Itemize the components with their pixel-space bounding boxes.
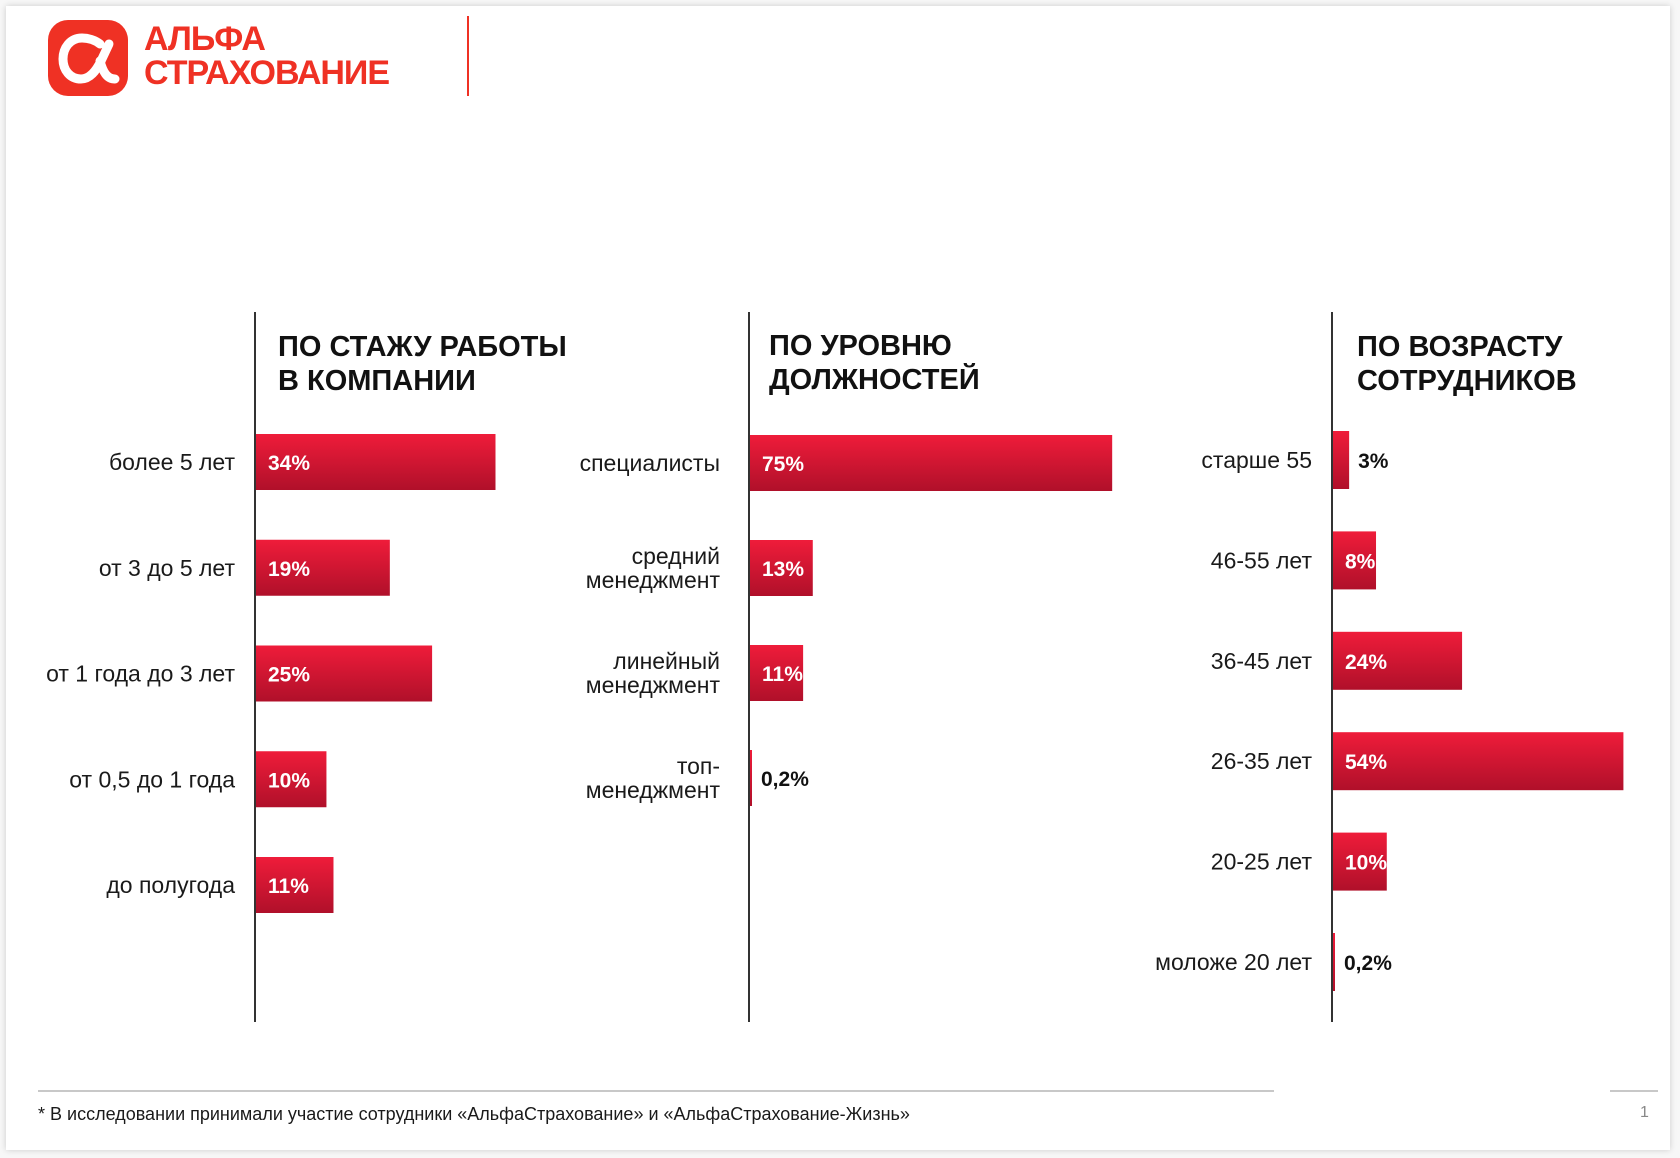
- category-label: старше 55: [1201, 447, 1312, 473]
- bar: [750, 750, 752, 806]
- bar: [1333, 631, 1463, 690]
- category-label: средний менеджмент: [586, 543, 721, 593]
- header-divider: [467, 16, 469, 96]
- bar: [1333, 531, 1377, 590]
- bar: [1333, 832, 1387, 891]
- category-label: 20-25 лет: [1211, 849, 1313, 875]
- bar: [750, 540, 813, 596]
- chart-panel-3: ПО ВОЗРАСТУ СОТРУДНИКОВ старше 55 3% 46-55 л…: [1155, 312, 1624, 1022]
- chart-title: ПО УРОВНЮ ДОЛЖНОСТЕЙ: [769, 330, 980, 396]
- value-label: 0,2%: [1344, 952, 1392, 975]
- category-label: линейный менеджмент: [586, 648, 721, 698]
- value-label: 11%: [762, 663, 803, 686]
- bar: [750, 435, 1113, 491]
- bar: [256, 434, 496, 490]
- value-label: 8%: [1345, 550, 1376, 573]
- value-label: 24%: [1345, 651, 1387, 674]
- value-label: 10%: [268, 769, 310, 792]
- category-label: от 0,5 до 1 года: [69, 766, 235, 792]
- page-number-divider: [1610, 1090, 1658, 1092]
- value-label: 13%: [762, 558, 804, 581]
- category-label: 26-35 лет: [1211, 748, 1313, 774]
- bar: [1333, 933, 1335, 991]
- category-label: 36-45 лет: [1211, 648, 1313, 674]
- value-label: 3%: [1358, 450, 1389, 473]
- value-label: 10%: [1345, 852, 1387, 875]
- category-label: специалисты: [580, 450, 720, 476]
- category-label: от 1 года до 3 лет: [46, 661, 235, 687]
- category-label: более 5 лет: [109, 449, 235, 475]
- value-label: 0,2%: [761, 768, 809, 791]
- value-label: 75%: [762, 453, 804, 476]
- category-label: топ-менеджмент: [586, 753, 721, 803]
- category-label: 46-55 лет: [1211, 547, 1313, 573]
- bar: [256, 645, 433, 702]
- logo-text-line-2: СТРАХОВАНИЕ: [144, 54, 390, 92]
- bar: [750, 645, 804, 701]
- chart-title: ПО СТАЖУ РАБОТЫ В КОМПАНИИ: [278, 331, 567, 397]
- footnote: * В исследовании принимали участие сотру…: [38, 1104, 910, 1124]
- logo-text-line-1: АЛЬФА: [144, 20, 266, 58]
- bar: [1333, 431, 1350, 489]
- chart-title: ПО ВОЗРАСТУ СОТРУДНИКОВ: [1357, 331, 1577, 397]
- value-label: 54%: [1345, 751, 1387, 774]
- bar: [256, 751, 327, 808]
- value-label: 11%: [268, 875, 309, 898]
- bar: [256, 539, 390, 596]
- value-label: 25%: [268, 664, 310, 687]
- category-label: до полугода: [106, 872, 235, 898]
- bar: [1333, 732, 1624, 791]
- value-label: 34%: [268, 452, 310, 475]
- category-label: моложе 20 лет: [1155, 949, 1312, 975]
- page-number: 1: [1640, 1104, 1649, 1121]
- alfa-alpha-logo-icon: [48, 20, 128, 96]
- value-label: 19%: [268, 558, 310, 581]
- chart-panel-1: ПО СТАЖУ РАБОТЫ В КОМПАНИИ более 5 лет 34% о…: [46, 312, 567, 1022]
- category-label: от 3 до 5 лет: [99, 555, 236, 581]
- chart-panel-2: ПО УРОВНЮ ДОЛЖНОСТЕЙ специалисты 75% средний…: [580, 312, 1113, 1022]
- bar: [256, 857, 334, 913]
- footnote-divider: [38, 1090, 1274, 1092]
